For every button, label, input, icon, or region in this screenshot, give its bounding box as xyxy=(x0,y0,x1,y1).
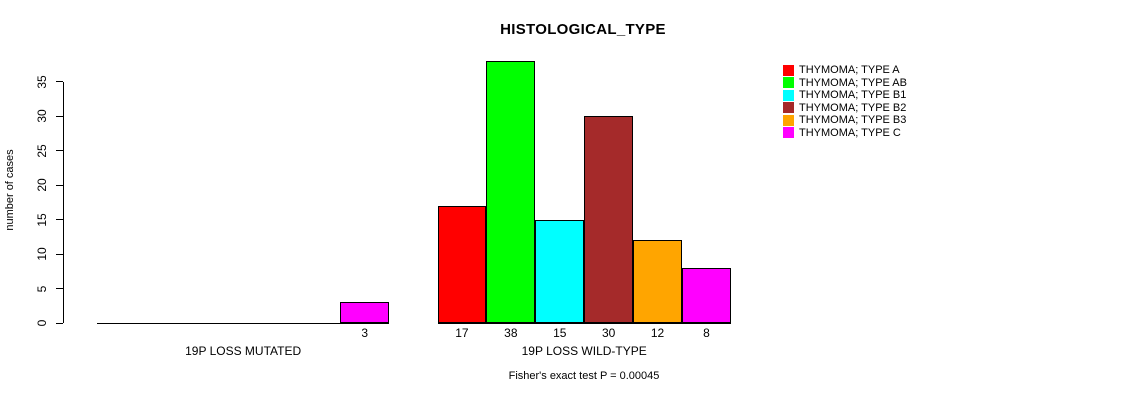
y-tick-label: 20 xyxy=(35,178,49,192)
y-tick-mark xyxy=(56,219,63,221)
y-axis-line xyxy=(63,82,64,323)
x-group-label: 19P LOSS WILD-TYPE xyxy=(521,344,647,358)
legend-label: THYMOMA; TYPE B3 xyxy=(799,114,907,126)
y-tick-label: 0 xyxy=(35,319,49,327)
chart-title: HISTOLOGICAL_TYPE xyxy=(500,21,666,38)
y-tick-label: 25 xyxy=(35,144,49,158)
legend-swatch xyxy=(783,102,794,114)
stat-test-note: Fisher's exact test P = 0.00045 xyxy=(508,370,660,382)
legend-item: THYMOMA; TYPE B3 xyxy=(783,114,907,127)
bar xyxy=(682,267,731,323)
group-baseline xyxy=(97,323,390,324)
y-tick-mark xyxy=(56,81,63,83)
legend-swatch xyxy=(783,114,794,126)
legend-swatch xyxy=(783,77,794,89)
group-baseline xyxy=(437,323,731,324)
legend-swatch xyxy=(783,64,794,76)
bar xyxy=(584,116,634,323)
y-tick-mark xyxy=(56,184,63,186)
y-tick-label: 10 xyxy=(35,247,49,261)
y-tick-label: 35 xyxy=(35,75,49,89)
bar xyxy=(340,302,390,323)
legend-label: THYMOMA; TYPE B1 xyxy=(799,89,907,101)
legend-swatch xyxy=(783,127,794,139)
bar-value-label: 3 xyxy=(361,326,369,340)
legend-label: THYMOMA; TYPE B2 xyxy=(799,101,907,114)
bar xyxy=(633,240,682,323)
y-tick-mark xyxy=(56,253,63,255)
bar-value-label: 12 xyxy=(650,326,665,340)
legend-item: THYMOMA; TYPE AB xyxy=(783,77,907,90)
bar xyxy=(535,219,585,323)
y-axis-title: number of cases xyxy=(4,149,16,231)
bar-value-label: 15 xyxy=(553,326,567,340)
bar-value-label: 38 xyxy=(504,326,518,340)
legend-item: THYMOMA; TYPE B1 xyxy=(783,89,907,102)
y-tick-mark xyxy=(56,322,63,324)
bar-value-label: 8 xyxy=(703,326,710,340)
legend-label: THYMOMA; TYPE A xyxy=(799,64,900,76)
y-tick-mark xyxy=(56,150,63,152)
y-tick-label: 15 xyxy=(35,213,49,227)
bar-value-label: 17 xyxy=(455,326,469,340)
y-tick-mark xyxy=(56,288,63,290)
bar-value-label: 30 xyxy=(601,326,616,340)
legend-item: THYMOMA; TYPE C xyxy=(783,127,907,140)
legend-item: THYMOMA; TYPE A xyxy=(783,64,907,77)
legend: THYMOMA; TYPE A THYMOMA; TYPE AB THYMOMA; … xyxy=(783,64,907,139)
bar xyxy=(486,61,536,323)
y-tick-label: 5 xyxy=(35,285,49,292)
legend-item: THYMOMA; TYPE B2 xyxy=(783,102,907,115)
y-tick-mark xyxy=(56,115,63,117)
legend-label: THYMOMA; TYPE AB xyxy=(799,76,907,89)
legend-swatch xyxy=(783,89,794,101)
y-tick-label: 30 xyxy=(35,109,49,124)
x-group-label: 19P LOSS MUTATED xyxy=(185,344,302,358)
bar xyxy=(437,205,487,323)
legend-label: THYMOMA; TYPE C xyxy=(799,126,901,139)
